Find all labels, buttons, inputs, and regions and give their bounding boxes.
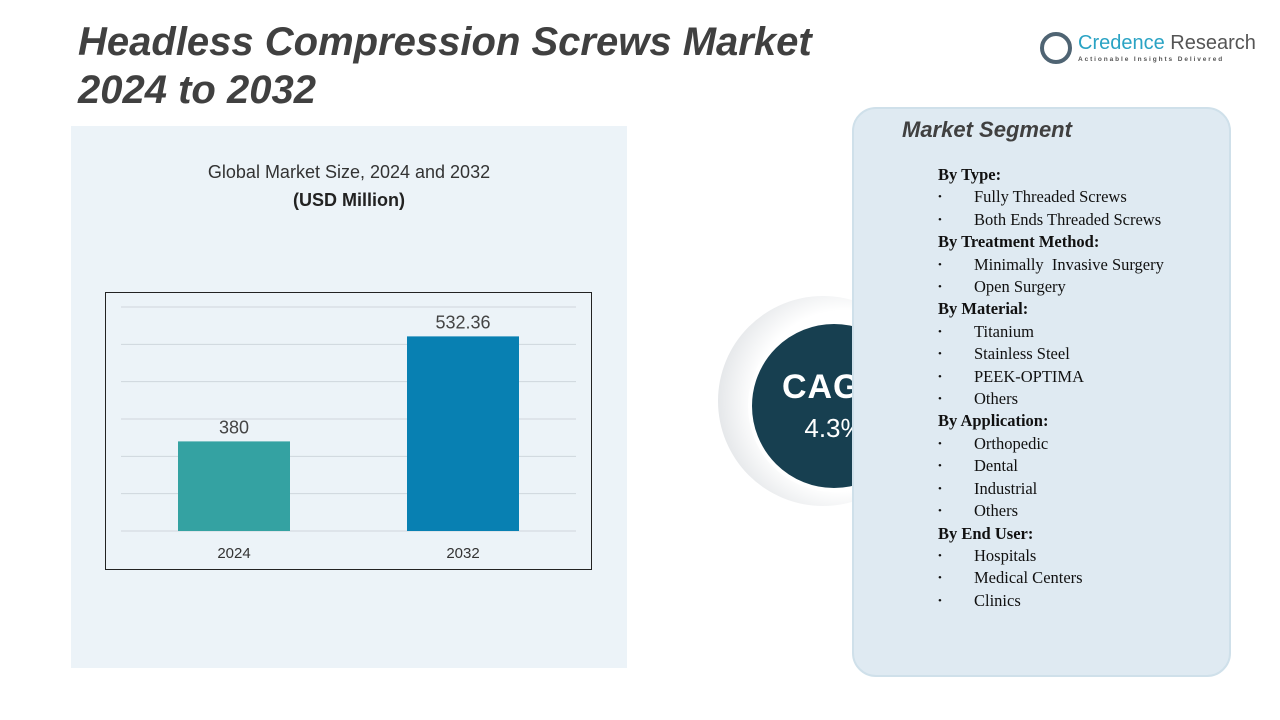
segment-item: Fully Threaded Screws <box>938 186 1164 209</box>
segment-item: Others <box>938 388 1164 411</box>
segment-item: Others <box>938 500 1164 523</box>
chart-panel <box>71 126 627 668</box>
segment-heading: By Treatment Method: <box>938 232 1100 252</box>
page-title: Headless Compression Screws Market 2024 t… <box>78 18 812 114</box>
logo-name-2: Research <box>1164 32 1256 54</box>
segment-heading: By Type: <box>938 165 1002 184</box>
market-segment-panel: Market Segment By Type: Fully Threaded Sc… <box>852 107 1231 677</box>
segment-item: Hospitals <box>938 545 1164 568</box>
chart-title: Global Market Size, 2024 and 2032 <box>207 162 491 182</box>
segment-title: Market Segment <box>902 117 1072 142</box>
segment-item: Titanium <box>938 321 1164 344</box>
segment-item: Open Surgery <box>938 276 1164 299</box>
segment-item: PEEK-OPTIMA <box>938 366 1164 389</box>
chart-subtitle: (USD Million) <box>293 190 405 210</box>
segment-heading: By End User: <box>938 523 1034 543</box>
segment-item: Medical Centers <box>938 567 1164 590</box>
segment-item: Stainless Steel <box>938 343 1164 366</box>
chart-frame: 380 2024 532.36 2032 <box>105 292 592 570</box>
segment-item: Both Ends Threaded Screws <box>938 209 1164 232</box>
segment-heading: By Application: <box>938 411 1049 431</box>
title-line-1: Headless Compression Screws Market <box>78 20 812 64</box>
segment-item: Industrial <box>938 478 1164 501</box>
logo-name: Credence Research <box>1078 32 1256 55</box>
segment-heading: By Material: <box>938 299 1029 319</box>
segment-item: Dental <box>938 455 1164 478</box>
logo: Credence Research Actionable Insights De… <box>1040 30 1256 70</box>
x-tick-label: 2024 <box>217 545 250 562</box>
segment-list: By Type: Fully Threaded ScrewsBoth Ends T… <box>938 164 1164 613</box>
bar-chart: 380 2024 532.36 2032 <box>121 306 576 562</box>
logo-chart-icon <box>1040 32 1072 64</box>
segment-item: Minimally Invasive Surgery <box>938 254 1164 277</box>
segment-item: Clinics <box>938 590 1164 613</box>
bar-2024 <box>178 441 290 531</box>
data-label: 380 <box>219 417 249 437</box>
x-tick-label: 2032 <box>446 545 479 562</box>
logo-name-1: Credence <box>1078 32 1165 54</box>
logo-tagline: Actionable Insights Delivered <box>1078 56 1225 63</box>
title-line-2: 2024 to 2032 <box>78 68 316 112</box>
data-label: 532.36 <box>435 312 490 332</box>
bar-2032 <box>407 336 519 531</box>
segment-item: Orthopedic <box>938 433 1164 456</box>
